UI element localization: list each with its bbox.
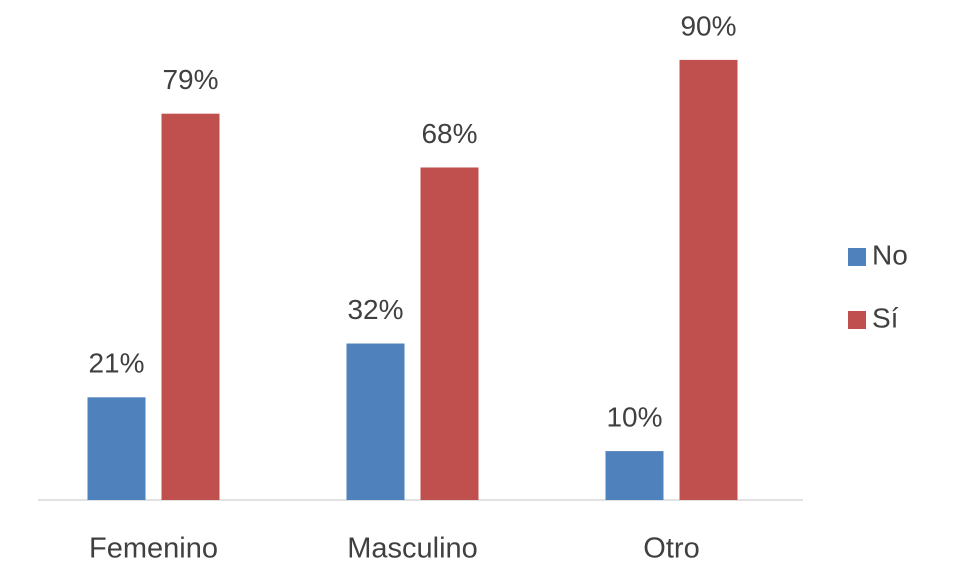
x-tick-label: Femenino	[89, 533, 218, 565]
bar	[161, 113, 220, 500]
bar	[420, 167, 479, 501]
legend-label: No	[872, 239, 908, 270]
x-tick-label: Otro	[643, 533, 699, 565]
x-tick-label: Masculino	[347, 533, 478, 565]
legend-label: Sí	[872, 302, 899, 333]
bar	[605, 451, 664, 500]
value-label: 68%	[421, 118, 477, 149]
legend-swatch	[848, 311, 866, 329]
value-label: 32%	[347, 294, 403, 325]
value-label: 90%	[680, 10, 736, 41]
bar	[346, 343, 405, 500]
bar	[679, 59, 738, 501]
value-label: 79%	[162, 64, 218, 95]
bar	[87, 397, 146, 500]
value-label: 21%	[88, 348, 144, 379]
legend-swatch	[848, 248, 866, 266]
value-label: 10%	[606, 401, 662, 432]
